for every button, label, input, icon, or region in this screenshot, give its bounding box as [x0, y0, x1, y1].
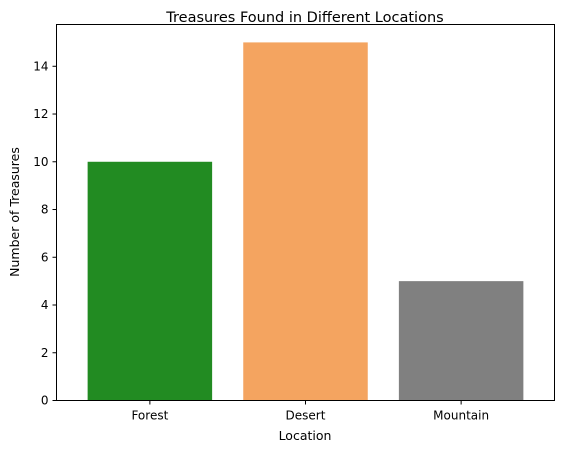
y-axis-label: Number of Treasures [7, 147, 22, 277]
chart-title: Treasures Found in Different Locations [165, 10, 443, 26]
x-tick-label: Mountain [433, 409, 489, 423]
bars-group [87, 42, 524, 401]
y-tick-label: 0 [41, 394, 49, 408]
x-axis-ticks: Forest Desert Mountain [131, 400, 489, 423]
y-tick-label: 14 [33, 59, 48, 73]
plot-area-frame [56, 24, 555, 401]
bar-mountain [398, 281, 524, 401]
y-tick-label: 4 [41, 298, 49, 312]
y-axis-ticks: 0 2 4 6 8 10 12 14 [33, 59, 57, 408]
y-tick-label: 8 [41, 203, 49, 217]
bar-desert [243, 42, 368, 401]
bar-forest [87, 161, 213, 401]
y-tick-label: 10 [33, 155, 48, 169]
x-axis-label: Location [279, 428, 332, 443]
y-tick-label: 2 [41, 346, 49, 360]
x-tick-label: Desert [286, 409, 326, 423]
y-tick-label: 6 [41, 250, 49, 264]
x-tick-label: Forest [131, 409, 168, 423]
y-tick-label: 12 [33, 107, 48, 121]
